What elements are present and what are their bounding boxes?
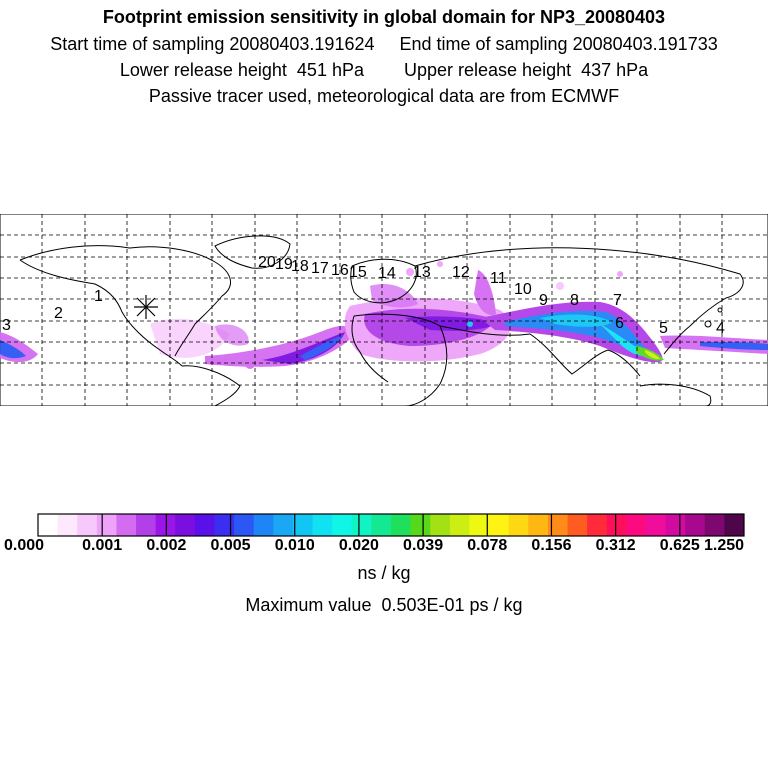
colorbar-cell xyxy=(567,514,588,536)
traj-label-12: 12 xyxy=(452,264,470,281)
traj-label-5: 5 xyxy=(659,320,668,337)
colorbar-cell xyxy=(489,514,510,536)
traj-label-13: 13 xyxy=(413,264,431,281)
colorbar-cell xyxy=(528,514,549,536)
traj-label-18: 18 xyxy=(291,258,309,275)
tracer-info-line: Passive tracer used, meteorological data… xyxy=(148,86,620,106)
colorbar-tick-label: 0.039 xyxy=(403,537,444,554)
colorbar-cell xyxy=(508,514,529,536)
colorbar-cell xyxy=(371,514,392,536)
colorbar-tick-label: 0.156 xyxy=(531,537,572,554)
traj-label-4: 4 xyxy=(716,320,725,337)
colorbar-cell xyxy=(587,514,608,536)
colorbar-cell xyxy=(38,514,59,536)
traj-label-1: 1 xyxy=(94,288,103,305)
colorbar-cell xyxy=(136,514,157,536)
colorbar-cell xyxy=(685,514,706,536)
trajectory-labels: 1 2 3 4 5 6 7 8 9 10 11 12 13 14 15 16 1… xyxy=(2,254,725,337)
sampling-time-line: Start time of sampling 20080403.191624 E… xyxy=(50,34,718,54)
colorbar-tick-label: 0.010 xyxy=(274,537,315,554)
colorbar-tick-label: 0.312 xyxy=(595,537,636,554)
colorbar-cell xyxy=(77,514,98,536)
colorbar-tick-label: 0.001 xyxy=(82,537,123,554)
colorbar-cell xyxy=(665,514,686,536)
traj-label-15: 15 xyxy=(349,264,367,281)
traj-label-14: 14 xyxy=(378,265,396,282)
colorbar xyxy=(37,513,745,537)
colorbar-cell xyxy=(175,514,196,536)
sensitivity-field xyxy=(0,261,768,369)
traj-label-2: 2 xyxy=(54,305,63,322)
traj-label-19: 19 xyxy=(275,256,293,273)
colorbar-cell xyxy=(234,514,255,536)
colorbar-cell xyxy=(116,514,137,536)
release-height-line: Lower release height 451 hPa Upper relea… xyxy=(119,60,649,80)
traj-label-11: 11 xyxy=(490,270,507,287)
colorbar-tick-label: 0.002 xyxy=(146,537,187,554)
traj-label-9: 9 xyxy=(539,292,548,309)
colorbar-cell xyxy=(214,514,235,536)
colorbar-tick-label: 0.078 xyxy=(467,537,508,554)
plot-title: Footprint emission sensitivity in global… xyxy=(102,7,666,27)
traj-label-20: 20 xyxy=(258,254,276,271)
colorbar-tick-label: 0.000 xyxy=(3,537,45,554)
traj-label-7: 7 xyxy=(613,292,622,309)
colorbar-cell xyxy=(57,514,78,536)
colorbar-cell xyxy=(332,514,353,536)
colorbar-cell xyxy=(430,514,451,536)
maximum-value-text: Maximum value 0.503E-01 ps / kg xyxy=(245,595,523,615)
colorbar-cell xyxy=(292,514,314,536)
traj-label-10: 10 xyxy=(514,281,532,298)
colorbar-tick-label: 0.005 xyxy=(210,537,251,554)
colorbar-cell xyxy=(645,514,667,536)
colorbar-tick-label: 0.020 xyxy=(338,537,379,554)
colorbar-units: ns / kg xyxy=(357,563,411,583)
traj-label-17: 17 xyxy=(311,260,329,277)
coastlines xyxy=(19,235,744,406)
colorbar-cell xyxy=(194,514,215,536)
colorbar-cell xyxy=(351,514,372,536)
colorbar-cell xyxy=(273,514,294,536)
colorbar-cell xyxy=(96,514,117,536)
colorbar-cell xyxy=(724,514,745,536)
traj-label-6: 6 xyxy=(615,315,624,332)
colorbar-cell xyxy=(155,514,176,536)
traj-label-3: 3 xyxy=(2,317,11,334)
colorbar-tick-label: 1.250 xyxy=(703,537,745,554)
colorbar-cell xyxy=(253,514,274,536)
emission-sensitivity-map: 1 2 3 4 5 6 7 8 9 10 11 12 13 14 15 16 1… xyxy=(0,214,768,406)
colorbar-cell xyxy=(449,514,470,536)
lat-lon-grid xyxy=(0,214,768,406)
traj-label-8: 8 xyxy=(570,292,579,309)
colorbar-cell xyxy=(606,514,627,536)
colorbar-cell xyxy=(469,514,490,536)
traj-label-16: 16 xyxy=(331,262,349,279)
colorbar-cell xyxy=(626,514,647,536)
colorbar-tick-label: 0.625 xyxy=(659,537,700,554)
colorbar-cell xyxy=(410,514,431,536)
release-location-marker xyxy=(134,295,158,319)
colorbar-cell xyxy=(704,514,725,536)
colorbar-cell xyxy=(547,514,568,536)
colorbar-cell xyxy=(312,514,333,536)
colorbar-cell xyxy=(391,514,412,536)
